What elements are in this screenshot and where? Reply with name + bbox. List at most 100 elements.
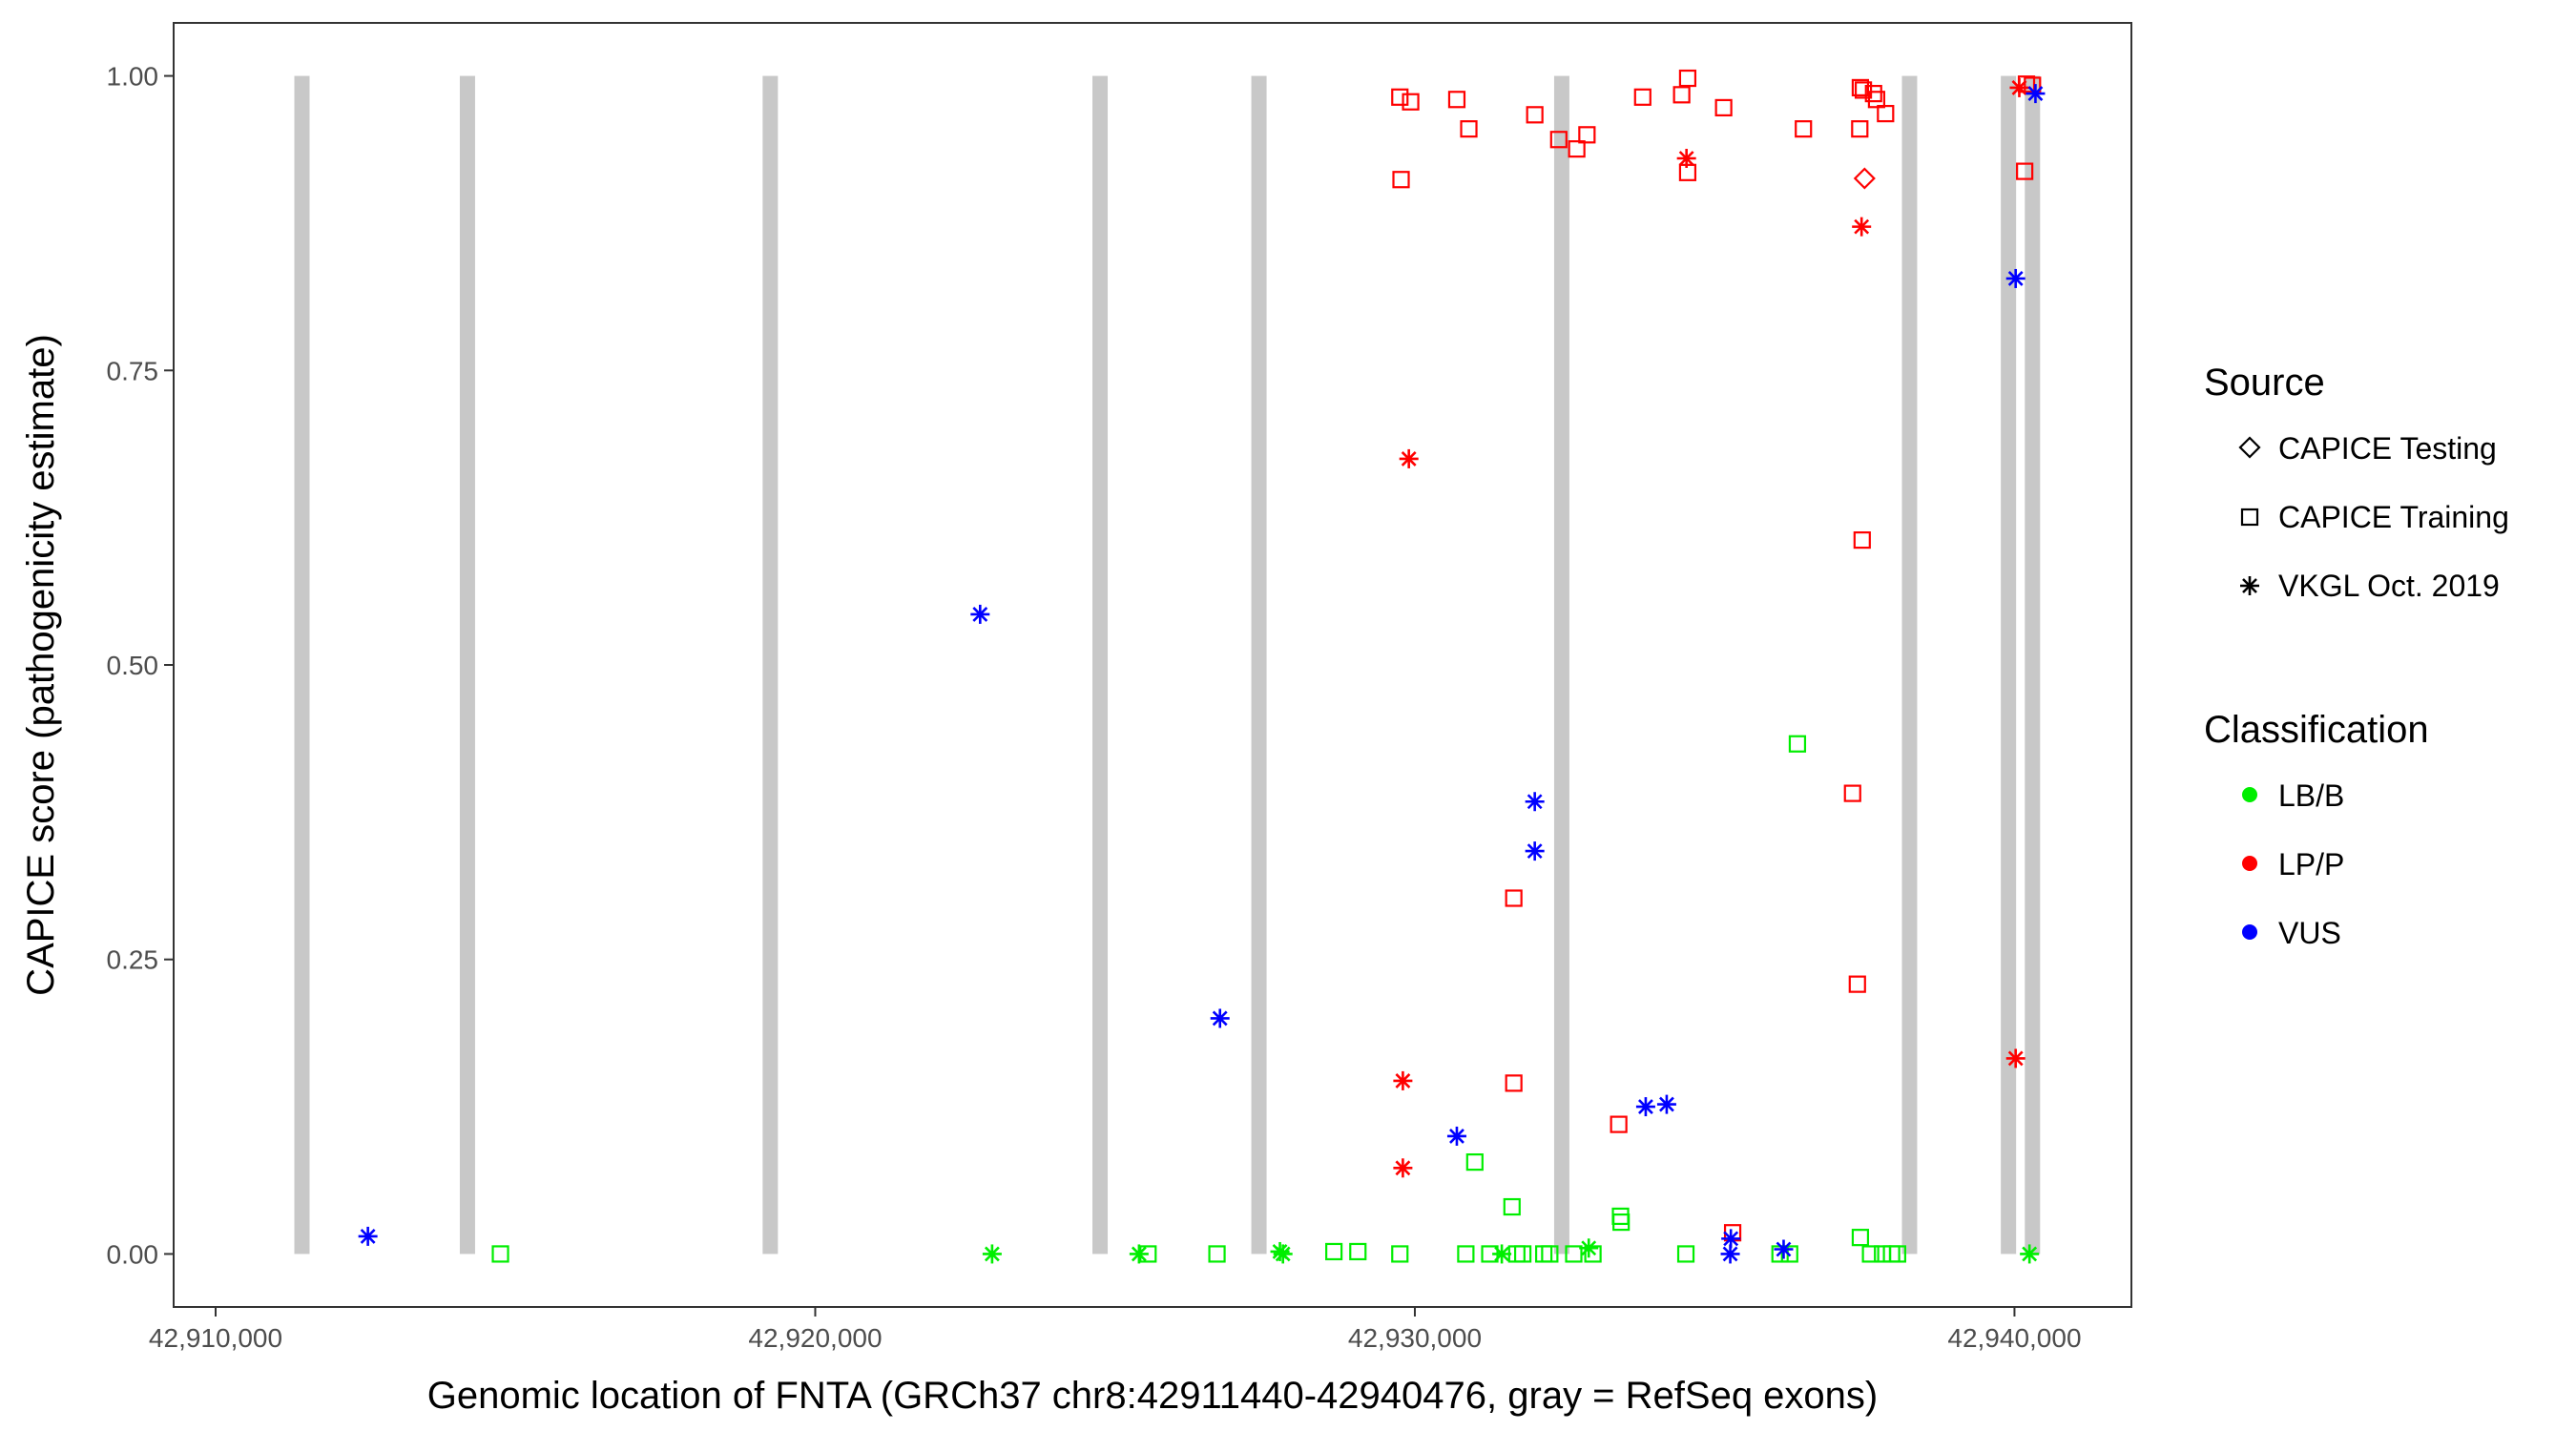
data-point-square — [1541, 1245, 1559, 1263]
data-point-square — [1795, 120, 1813, 138]
legend-item-vus: VUS — [2242, 916, 2341, 950]
data-point-square — [1788, 735, 1807, 753]
data-point-square — [1678, 69, 1697, 88]
data-point-square — [1568, 140, 1586, 158]
legend-label: CAPICE Training — [2278, 500, 2509, 534]
data-point-square — [1465, 1153, 1484, 1172]
data-point-square — [1208, 1245, 1226, 1263]
data-point-asterisk — [1852, 217, 1872, 237]
data-point-square — [2016, 162, 2034, 180]
data-point-asterisk — [358, 1226, 378, 1246]
legend-label: VUS — [2278, 916, 2341, 950]
data-point-asterisk — [1393, 1070, 1413, 1090]
data-point-asterisk — [1774, 1239, 1794, 1259]
data-point-square — [1505, 889, 1523, 907]
data-point-diamond — [1853, 167, 1876, 190]
data-point-square — [1460, 120, 1478, 138]
legend-item-lbb: LB/B — [2242, 778, 2344, 813]
data-point-asterisk — [1446, 1126, 1466, 1146]
data-point-asterisk — [1656, 1094, 1676, 1114]
data-point-square — [1505, 1074, 1523, 1092]
legend-item-lpp: LP/P — [2242, 847, 2344, 881]
legend-item-capice-testing: CAPICE Testing — [2238, 431, 2497, 466]
data-point-asterisk — [2005, 1048, 2025, 1068]
y-tick-label: 1.00 — [107, 62, 159, 92]
data-point-square — [1877, 104, 1895, 123]
x-axis: 42,910,000 42,920,000 42,930,000 42,940,000 — [149, 1307, 2082, 1353]
legend-blue-dot — [2242, 924, 2257, 940]
data-point-asterisk — [982, 1244, 1002, 1264]
data-point-asterisk — [1579, 1238, 1599, 1258]
data-point-square — [1853, 531, 1871, 550]
data-point-square — [1325, 1242, 1343, 1261]
data-point-asterisk — [2005, 268, 2025, 288]
data-point-asterisk — [1492, 1244, 1512, 1264]
legend-green-dot — [2242, 787, 2257, 802]
data-point-square — [1447, 91, 1466, 109]
data-point-asterisk — [970, 604, 990, 624]
legend-diamond-key — [2238, 436, 2261, 459]
data-point-square — [1402, 93, 1420, 111]
data-point-square — [1867, 91, 1885, 109]
data-point-asterisk — [1129, 1244, 1149, 1264]
data-point-square — [1861, 1245, 1880, 1263]
data-point-square — [1391, 1245, 1409, 1263]
data-point-square — [1851, 78, 1870, 97]
data-point-square — [1392, 171, 1410, 189]
data-point-square — [1503, 1197, 1521, 1216]
data-point-asterisk — [1720, 1244, 1740, 1264]
y-tick-label: 0.00 — [107, 1239, 159, 1269]
data-point-square — [1676, 1245, 1695, 1263]
data-point-square — [1714, 98, 1733, 117]
legend-label: LB/B — [2278, 778, 2344, 813]
data-point-asterisk — [2020, 1244, 2040, 1264]
exon-band — [2001, 75, 2017, 1255]
data-point-square — [2017, 75, 2036, 93]
x-tick-label: 42,930,000 — [1348, 1323, 1482, 1353]
data-point-square — [1513, 1245, 1532, 1263]
data-point-square — [1612, 1213, 1631, 1232]
data-point-square — [1139, 1245, 1157, 1263]
y-tick-label: 0.50 — [107, 651, 159, 680]
x-tick-label: 42,940,000 — [1947, 1323, 2081, 1353]
data-point-square — [1678, 163, 1697, 181]
exon-band — [1553, 75, 1569, 1255]
exon-bands — [294, 75, 2041, 1255]
data-point-square — [1854, 81, 1873, 99]
data-point-asterisk — [1399, 448, 1419, 468]
data-point-square — [1526, 106, 1544, 124]
data-point-square — [491, 1245, 509, 1263]
legend-label: LP/P — [2278, 847, 2344, 881]
data-point-square — [1578, 126, 1596, 144]
data-point-square — [1610, 1115, 1628, 1133]
data-point-asterisk — [1273, 1244, 1293, 1264]
data-point-square — [1851, 1229, 1870, 1247]
data-point-square — [1843, 784, 1861, 802]
data-point-square — [1349, 1242, 1367, 1261]
data-point-asterisk — [1525, 841, 1545, 861]
data-point-square — [1780, 1245, 1798, 1263]
legend-asterisk-key — [2240, 576, 2259, 595]
y-tick-label: 0.25 — [107, 945, 159, 975]
x-tick-label: 42,920,000 — [748, 1323, 882, 1353]
legend-label: VKGL Oct. 2019 — [2278, 569, 2500, 603]
exon-band — [1901, 75, 1918, 1255]
legend: Source CAPICE Testing CAPICE Training VK… — [2204, 362, 2509, 950]
legend-red-dot — [2242, 856, 2257, 871]
legend-item-capice-training: CAPICE Training — [2240, 500, 2509, 534]
exon-band — [294, 75, 310, 1255]
y-axis-title: CAPICE score (pathogenicity estimate) — [20, 334, 62, 996]
data-point-asterisk — [1635, 1097, 1655, 1117]
legend-square-key — [2240, 508, 2259, 527]
data-point-square — [1851, 120, 1869, 138]
x-tick-label: 42,910,000 — [149, 1323, 282, 1353]
legend-item-vkgl: VKGL Oct. 2019 — [2240, 569, 2500, 603]
x-axis-title: Genomic location of FNTA (GRCh37 chr8:42… — [427, 1375, 1879, 1417]
data-point-square — [1888, 1245, 1906, 1263]
data-point-square — [1864, 84, 1882, 103]
exon-band — [1251, 75, 1267, 1255]
exon-band — [459, 75, 475, 1255]
y-tick-label: 0.75 — [107, 356, 159, 385]
plot-panel-background — [174, 23, 2131, 1307]
exon-band — [2025, 75, 2041, 1255]
